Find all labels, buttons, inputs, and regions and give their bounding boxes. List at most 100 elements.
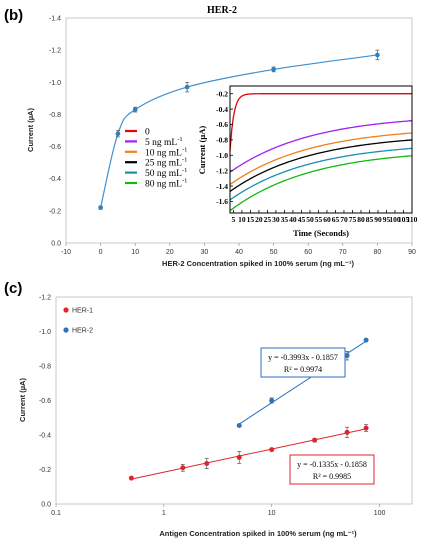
panel-b-x-tick-label: 70: [339, 249, 347, 256]
inset-curve: [229, 132, 413, 186]
panel-c-data-point: [269, 447, 275, 453]
inset-y-tick-label: -0.4: [216, 105, 228, 114]
her1-fit-box-frame: [289, 454, 375, 485]
panel-b-x-tick-label: 20: [166, 249, 174, 256]
her2-fit-r2: R² = 0.9974: [284, 365, 322, 374]
inset-x-tick-label: 25: [264, 215, 272, 224]
panel-b-x-ticks: -10 0 10 20 30 40 50 60 70 80 90: [61, 243, 416, 256]
her2-fit-equation: y = -0.3993x - 0.1857: [268, 353, 338, 362]
panel-b-y-tick-label: -1.0: [49, 80, 61, 87]
panel-b-data-point: [132, 107, 138, 112]
her2-fit-box-frame: [260, 347, 346, 378]
panel-b-y-axis-label: Current (µA): [26, 108, 35, 152]
panel-b-y-tick-label: -1.4: [49, 16, 61, 23]
inset-legend-label: 10 ng mL-1: [145, 146, 187, 158]
panel-c-data-point: [236, 423, 242, 429]
panel-c-x-ticks: 0.1 1 10 100: [51, 504, 385, 517]
inset-curves: [229, 93, 413, 212]
panel-b-x-tick-label: -10: [61, 249, 71, 256]
panel-c-data-point: [180, 465, 186, 471]
her2-fit-box: y = -0.3993x - 0.1857 R² = 0.9974: [260, 347, 346, 378]
inset-x-tick-label: 90: [374, 215, 382, 224]
inset-y-ticks: -0.2 -0.4 -0.6 -0.8 -1.0 -1.2 -1.4 -1.6: [216, 89, 233, 206]
panel-c-y-ticks: 0.0 -0.2 -0.4 -0.6 -0.8 -1.0 -1.2: [39, 295, 51, 509]
inset-background: [230, 86, 412, 213]
inset-x-tick-label: 80: [357, 215, 365, 224]
panel-c-y-tick-label: -0.6: [39, 398, 51, 405]
inset-x-tick-label: 45: [298, 215, 306, 224]
panel-b-inset: -0.2 -0.4 -0.6 -0.8 -1.0 -1.2 -1.4 -1.6 5 10 15 20…: [197, 85, 418, 238]
panel-b-x-tick-label: 60: [304, 249, 312, 256]
panel-b-x-tick-label: 0: [99, 249, 103, 256]
panel-b-x-tick-label: 40: [235, 249, 243, 256]
panel-c-x-axis-label: Antigen Concentration spiked in 100% ser…: [159, 529, 357, 538]
inset-curve: [229, 147, 413, 201]
panel-c-x-tick-label: 0.1: [51, 510, 61, 517]
panel-b-label: (b): [4, 7, 23, 24]
panel-b-y-tick-label: -1.2: [49, 48, 61, 55]
panel-c-y-tick-label: -0.2: [39, 467, 51, 474]
panel-c-legend-label: HER-2: [72, 328, 93, 335]
inset-legend: 05 ng mL-110 ng mL-125 ng mL-150 ng mL-1…: [125, 128, 187, 190]
panel-b-chart: (b) HER-2 0.0 -0.2 -0.4 -0.6 -0.8 -1.0 -1.2 -1.…: [4, 5, 418, 268]
panel-c-data-point: [312, 437, 318, 443]
inset-frame: [229, 85, 413, 214]
inset-y-tick-label: -1.0: [216, 151, 228, 160]
panel-c-y-tick-label: -0.4: [39, 433, 51, 440]
panel-c-plot-frame: [55, 296, 413, 505]
panel-c-data-point: [363, 425, 369, 431]
panel-b-data-point: [271, 67, 276, 72]
inset-curve: [229, 93, 412, 152]
inset-x-tick-label: 65: [332, 215, 340, 224]
inset-x-tick-label: 95: [383, 215, 391, 224]
inset-legend-label: 0: [145, 128, 150, 138]
inset-curve: [229, 120, 413, 173]
panel-c-y-tick-label: -0.8: [39, 364, 51, 371]
panel-c-chart: (c) 0.0 -0.2 -0.4 -0.6 -0.8 -1.0 -1.2 0.1 1 10 10…: [4, 280, 413, 538]
inset-y-tick-label: -1.4: [216, 182, 228, 191]
inset-legend-label: 80 ng mL-1: [145, 178, 187, 190]
panel-b-y-ticks: 0.0 -0.2 -0.4 -0.6 -0.8 -1.0 -1.2 -1.4: [49, 16, 61, 248]
inset-curve: [229, 155, 413, 212]
panel-c-label: (c): [4, 280, 22, 297]
panel-b-data-points: [98, 49, 380, 210]
panel-c-x-tick-label: 100: [374, 510, 386, 517]
panel-b-x-tick-label: 80: [374, 249, 382, 256]
panel-c-legend-label: HER-1: [72, 308, 93, 315]
inset-x-tick-label: 10: [238, 215, 246, 224]
inset-y-tick-label: -1.6: [216, 197, 228, 206]
panel-c-legend-marker: [63, 307, 69, 313]
panel-c-x-tick-label: 1: [162, 510, 166, 517]
panel-c-y-tick-label: -1.2: [39, 295, 51, 302]
panel-b-data-point: [375, 52, 380, 58]
panel-c-data-point: [236, 454, 242, 460]
inset-x-tick-label: 100: [389, 215, 401, 224]
inset-legend-label: 5 ng mL-1: [145, 136, 183, 148]
panel-b-x-tick-label: 30: [201, 249, 209, 256]
her1-fit-equation: y = -0.1335x - 0.1858: [297, 460, 367, 469]
inset-x-tick-label: 30: [272, 215, 280, 224]
her1-fit-box: y = -0.1335x - 0.1858 R² = 0.9985: [289, 454, 375, 485]
inset-y-axis-label: Current (µA): [197, 126, 207, 175]
inset-x-ticks: 5 10 15 20 25 30 35 40 45 50 55 60 65 70 75 80 85 90 95 100…: [232, 210, 418, 224]
inset-x-tick-label: 70: [340, 215, 348, 224]
inset-x-tick-label: 105: [398, 215, 410, 224]
inset-legend-label: 25 ng mL-1: [145, 157, 187, 169]
panel-c-legend: HER-1 HER-2: [63, 307, 93, 335]
inset-x-tick-label: 20: [255, 215, 263, 224]
inset-x-axis-label: Time (Seconds): [293, 228, 349, 238]
panel-c-fit-line: [131, 428, 367, 480]
inset-x-tick-label: 15: [247, 215, 255, 224]
panel-b-x-tick-label: 10: [131, 249, 139, 256]
panel-c-data-point: [269, 398, 275, 403]
inset-y-tick-label: -0.2: [216, 89, 228, 98]
panel-c-legend-marker: [63, 327, 69, 333]
panel-c-y-axis-label: Current (µA): [18, 378, 27, 422]
inset-y-tick-label: -0.6: [216, 120, 228, 129]
panel-c-x-tick-label: 10: [268, 510, 276, 517]
panel-b-y-tick-label: 0.0: [51, 241, 61, 248]
panel-b-title: HER-2: [207, 5, 237, 16]
panel-c-data-point: [204, 460, 210, 466]
inset-x-tick-label: 85: [366, 215, 374, 224]
